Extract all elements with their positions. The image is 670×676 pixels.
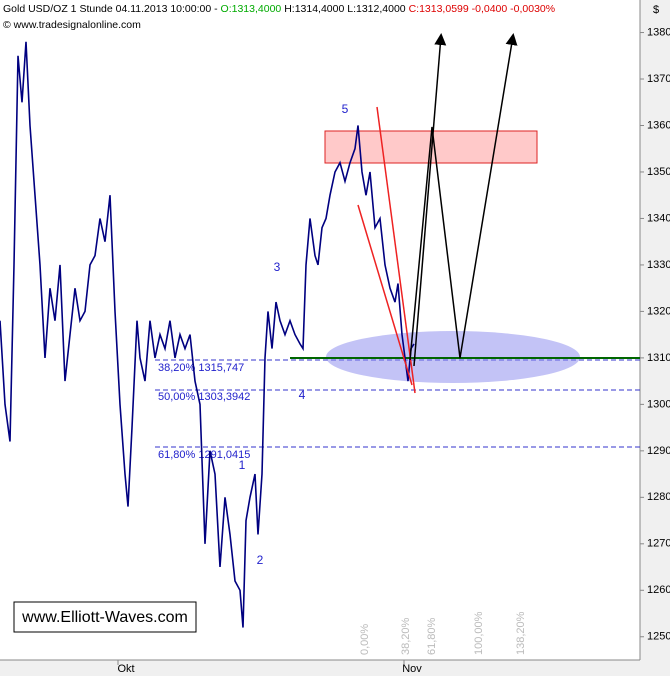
timestamp: 04.11.2013 10:00:00 - (116, 3, 218, 15)
x-tick-label: Nov (402, 663, 422, 675)
low: L:1312,4000 (347, 3, 406, 15)
projection-label: 138,20% (515, 611, 527, 655)
watermark: www.Elliott-Waves.com (21, 609, 188, 626)
y-tick-label: 1280 (647, 491, 670, 503)
currency: $ (653, 4, 659, 16)
y-tick-label: 1350 (647, 166, 670, 178)
instrument: Gold USD/OZ 1 Stunde (3, 3, 113, 15)
fib-label: 38,20% 1315,747 (158, 362, 244, 374)
y-tick-label: 1250 (647, 631, 670, 643)
y-tick-label: 1260 (647, 584, 670, 596)
wave-label: 3 (274, 260, 281, 274)
y-tick-label: 1270 (647, 538, 670, 550)
y-tick-label: 1340 (647, 212, 670, 224)
y-tick-label: 1360 (647, 119, 670, 131)
projection-label: 0,00% (359, 624, 371, 655)
y-tick-label: 1320 (647, 305, 670, 317)
y-tick-label: 1330 (647, 259, 670, 271)
wave-label: 1 (239, 458, 246, 472)
open: O:1313,4000 (221, 3, 282, 15)
x-tick-label: Okt (117, 663, 134, 675)
wave-label: 5 (342, 102, 349, 116)
projection-arrow (409, 33, 518, 361)
y-tick-label: 1380 (647, 26, 670, 38)
copyright: © www.tradesignalonline.com (3, 19, 141, 31)
price-line (0, 41, 415, 628)
y-tick-label: 1370 (647, 73, 670, 85)
fib-label: 61,80% 1291,0415 (158, 449, 250, 461)
watermark-box (13, 601, 197, 633)
projection-arrow (413, 33, 447, 367)
projection-label: 61,80% (426, 617, 438, 655)
wedge-line (376, 106, 416, 394)
plot (0, 41, 415, 628)
header: Gold USD/OZ 1 Stunde 04.11.2013 10:00:00… (3, 3, 555, 15)
projection-label: 100,00% (473, 611, 485, 655)
y-tick-label: 1310 (647, 352, 670, 364)
y-tick-label: 1290 (647, 445, 670, 457)
wave-label: 4 (299, 388, 306, 402)
fib-label: 50,00% 1303,3942 (158, 391, 250, 403)
wedge-line (357, 204, 413, 386)
projection-label: 38,20% (400, 617, 412, 655)
high: H:1314,4000 (284, 3, 344, 15)
wave-label: 2 (257, 553, 264, 567)
y-tick-label: 1300 (647, 398, 670, 410)
close: C:1313,0599 -0,0400 -0,0030% (409, 3, 556, 15)
axis-bg (0, 660, 670, 676)
axis-bg (640, 0, 670, 676)
